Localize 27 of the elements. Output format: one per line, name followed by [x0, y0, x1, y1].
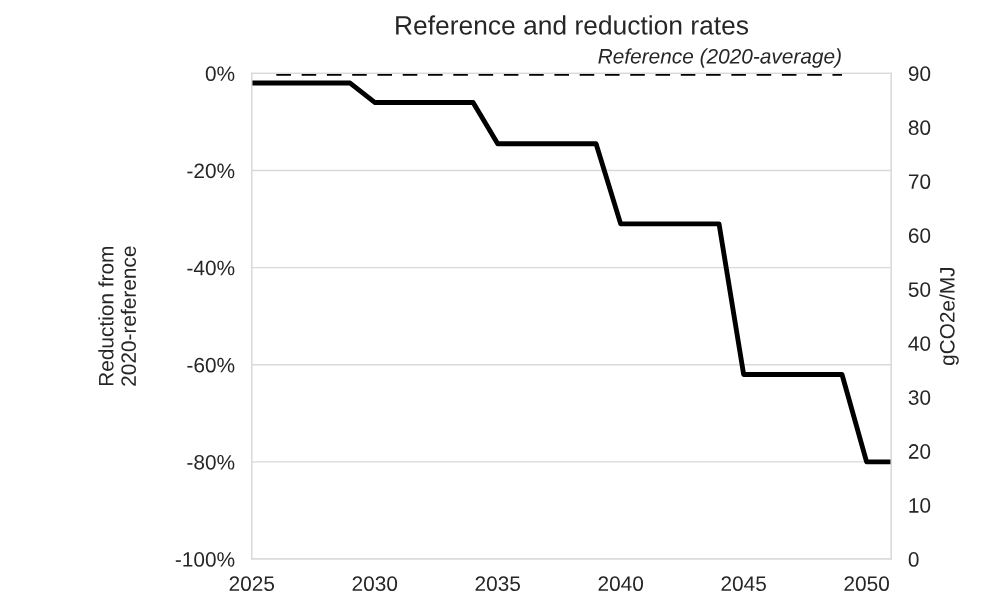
annotation: Reference (2020-average) — [598, 48, 841, 68]
line-series — [251, 80, 892, 465]
y-tick-label: -60% — [187, 357, 235, 373]
y-axis-title: Reduction from 2020-reference — [98, 246, 137, 386]
y-tick-label: -20% — [187, 163, 235, 179]
x-tick-label: 2025 — [229, 576, 275, 592]
y2-tick-label: 40 — [908, 336, 931, 351]
x-tick-label: 2040 — [598, 576, 644, 592]
chart-title: Reference and reduction rates — [396, 15, 749, 35]
y2-axis-title: gCO2e/MJ — [939, 267, 959, 366]
x-tick-label: 2050 — [844, 576, 889, 592]
y2-tick-label: 30 — [908, 390, 931, 405]
y-tick-label: 0% — [205, 66, 235, 82]
y2-tick-label: 80 — [908, 120, 931, 136]
x-tick-label: 2035 — [475, 576, 520, 592]
y2-tick-label: 50 — [908, 282, 931, 297]
y2-tick-label: 70 — [908, 174, 931, 190]
x-tick-label: 2030 — [352, 576, 398, 592]
y2-tick-label: 20 — [908, 444, 931, 459]
y-tick-label: -40% — [187, 260, 235, 276]
y2-tick-label: 60 — [908, 228, 931, 243]
y-tick-label: -80% — [187, 454, 235, 470]
y-tick-label: -100% — [175, 552, 235, 567]
x-tick-label: 2045 — [721, 576, 766, 592]
y2-tick-label: 0 — [908, 552, 919, 567]
y2-tick-label: 90 — [908, 66, 931, 82]
y2-tick-label: 10 — [909, 498, 931, 513]
